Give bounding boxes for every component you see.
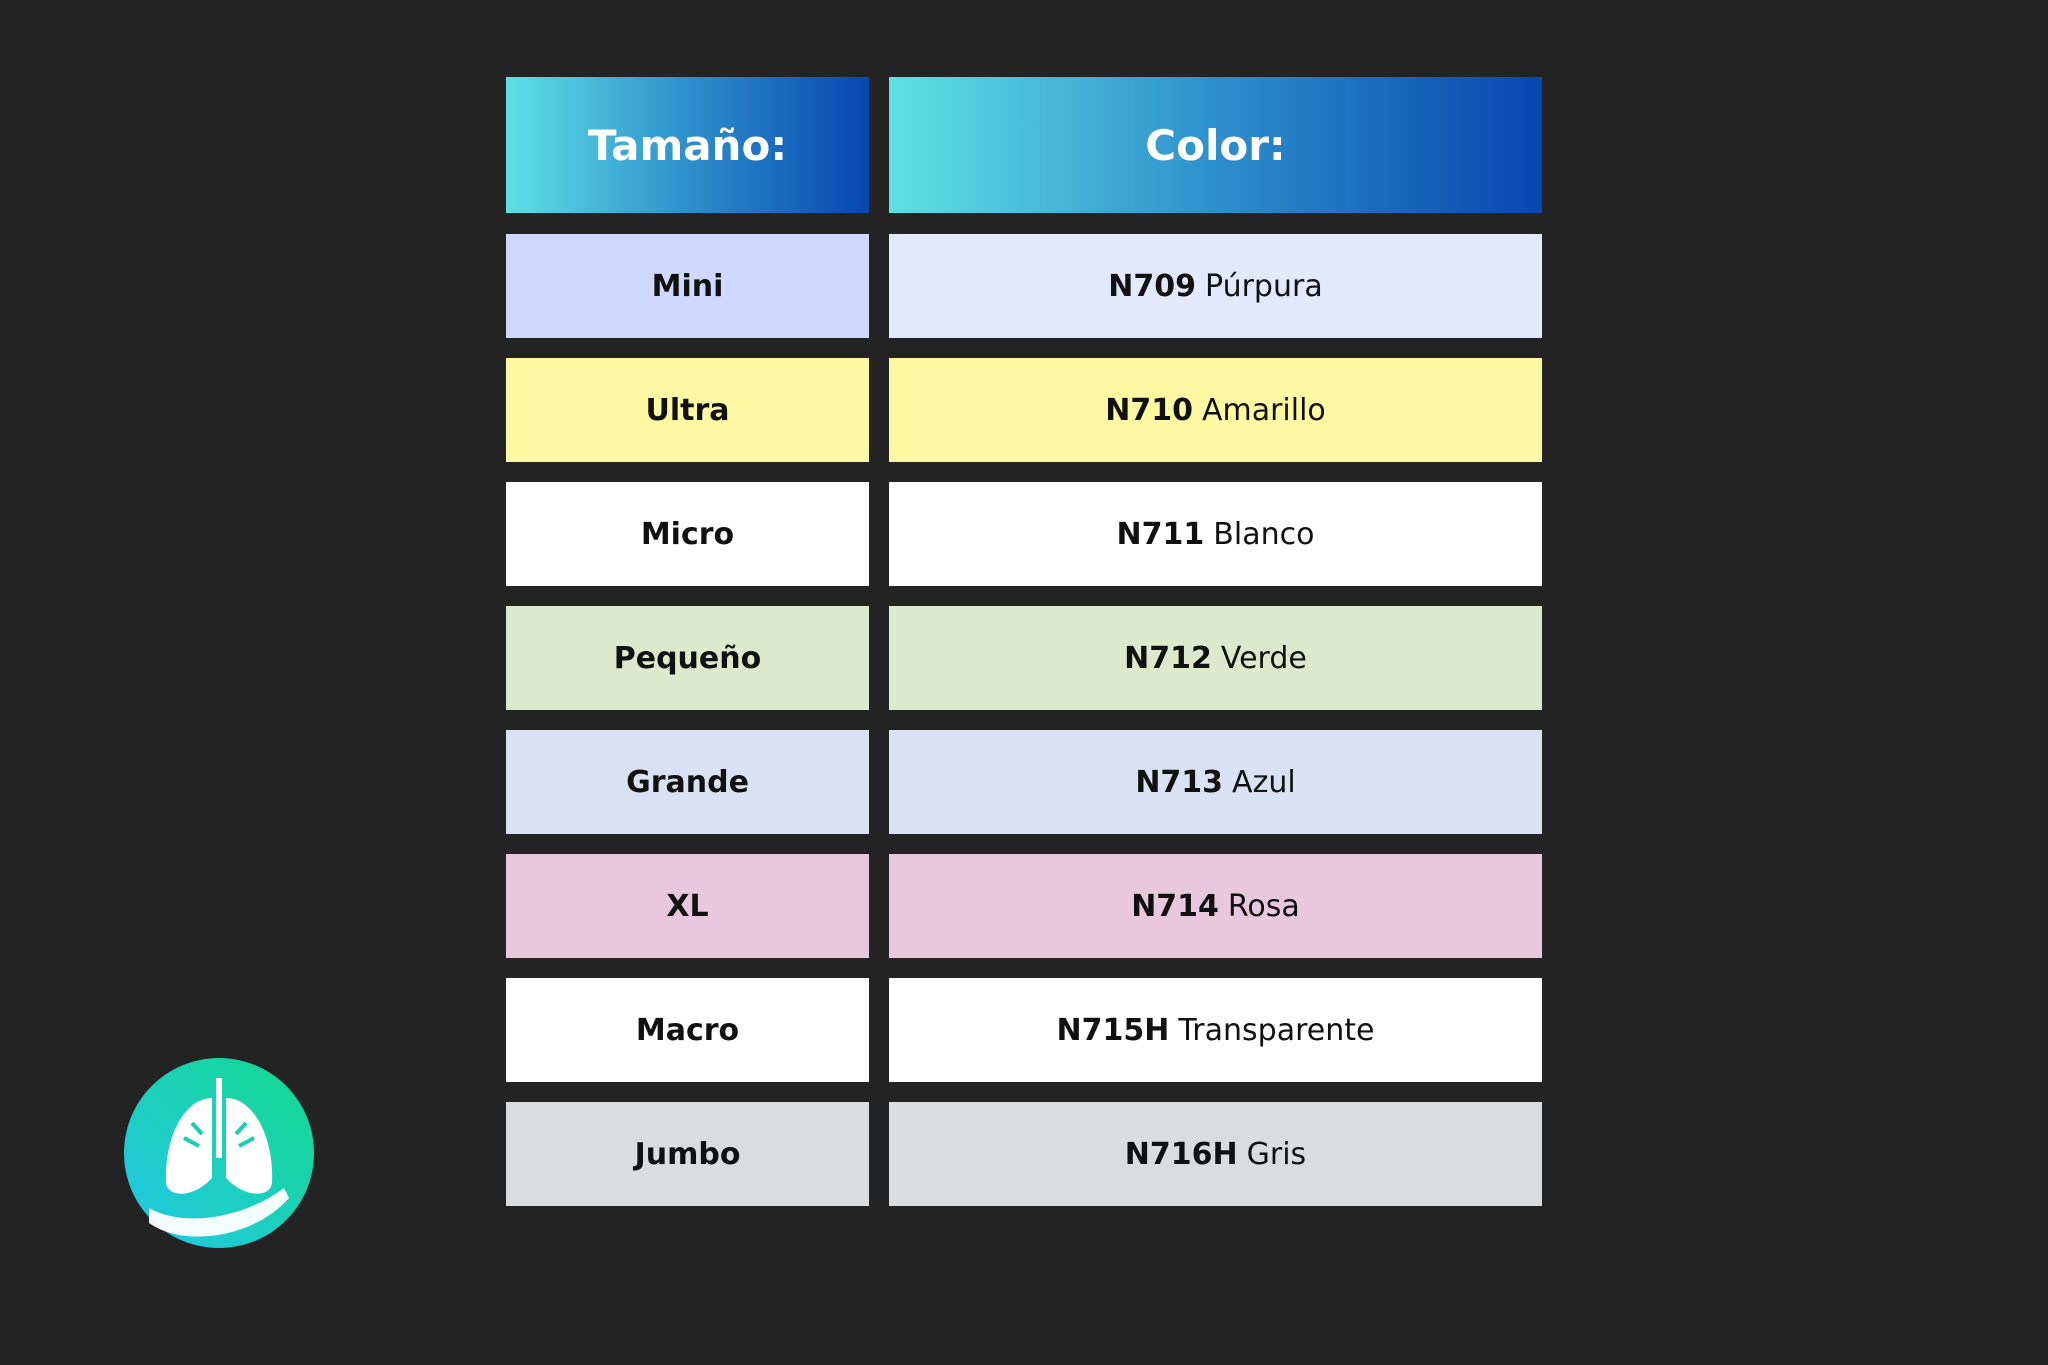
color-cell: N716H Gris bbox=[889, 1102, 1542, 1206]
color-code: N715H bbox=[1056, 1012, 1170, 1048]
size-cell: Macro bbox=[506, 978, 869, 1082]
color-name: Azul bbox=[1232, 764, 1296, 800]
color-cell: N709 Púrpura bbox=[889, 234, 1542, 338]
header-color: Color: bbox=[889, 77, 1542, 213]
color-cell: N714 Rosa bbox=[889, 854, 1542, 958]
color-name: Gris bbox=[1246, 1136, 1307, 1172]
size-cell: XL bbox=[506, 854, 869, 958]
color-cell: N712 Verde bbox=[889, 606, 1542, 710]
header-size: Tamaño: bbox=[506, 77, 869, 213]
color-name: Transparente bbox=[1178, 1012, 1375, 1048]
color-code: N711 bbox=[1116, 516, 1205, 552]
table-row: Jumbo N716H Gris bbox=[0, 1102, 2048, 1206]
logo bbox=[124, 1058, 314, 1248]
color-code: N714 bbox=[1131, 888, 1219, 924]
size-cell: Pequeño bbox=[506, 606, 869, 710]
color-code: N710 bbox=[1105, 392, 1193, 428]
size-cell: Mini bbox=[506, 234, 869, 338]
color-code: N712 bbox=[1124, 640, 1212, 676]
table-row: Micro N711 Blanco bbox=[0, 482, 2048, 586]
color-code: N716H bbox=[1124, 1136, 1238, 1172]
size-cell: Jumbo bbox=[506, 1102, 869, 1206]
table-row: Mini N709 Púrpura bbox=[0, 234, 2048, 338]
color-name: Blanco bbox=[1213, 516, 1315, 552]
table-row: Pequeño N712 Verde bbox=[0, 606, 2048, 710]
color-name: Amarillo bbox=[1201, 392, 1326, 428]
color-cell: N715H Transparente bbox=[889, 978, 1542, 1082]
color-cell: N713 Azul bbox=[889, 730, 1542, 834]
table-row: Macro N715H Transparente bbox=[0, 978, 2048, 1082]
table-row: Ultra N710 Amarillo bbox=[0, 358, 2048, 462]
size-cell: Ultra bbox=[506, 358, 869, 462]
color-code: N709 bbox=[1108, 268, 1197, 304]
table-row: XL N714 Rosa bbox=[0, 854, 2048, 958]
size-cell: Micro bbox=[506, 482, 869, 586]
size-cell: Grande bbox=[506, 730, 869, 834]
color-name: Rosa bbox=[1227, 888, 1300, 924]
color-cell: N710 Amarillo bbox=[889, 358, 1542, 462]
color-cell: N711 Blanco bbox=[889, 482, 1542, 586]
table-row: Grande N713 Azul bbox=[0, 730, 2048, 834]
color-code: N713 bbox=[1135, 764, 1224, 800]
color-name: Púrpura bbox=[1205, 268, 1323, 304]
color-name: Verde bbox=[1220, 640, 1307, 676]
